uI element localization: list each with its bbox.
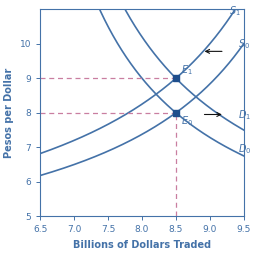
- Text: $S_1$: $S_1$: [229, 5, 241, 18]
- Text: $E_0$: $E_0$: [181, 115, 193, 128]
- Text: $E_1$: $E_1$: [181, 63, 193, 76]
- Text: $S_0$: $S_0$: [238, 37, 250, 51]
- Text: $D_0$: $D_0$: [238, 142, 252, 156]
- X-axis label: Billions of Dollars Traded: Billions of Dollars Traded: [73, 240, 211, 250]
- Y-axis label: Pesos per Dollar: Pesos per Dollar: [4, 68, 14, 158]
- Text: $D_1$: $D_1$: [238, 108, 251, 122]
